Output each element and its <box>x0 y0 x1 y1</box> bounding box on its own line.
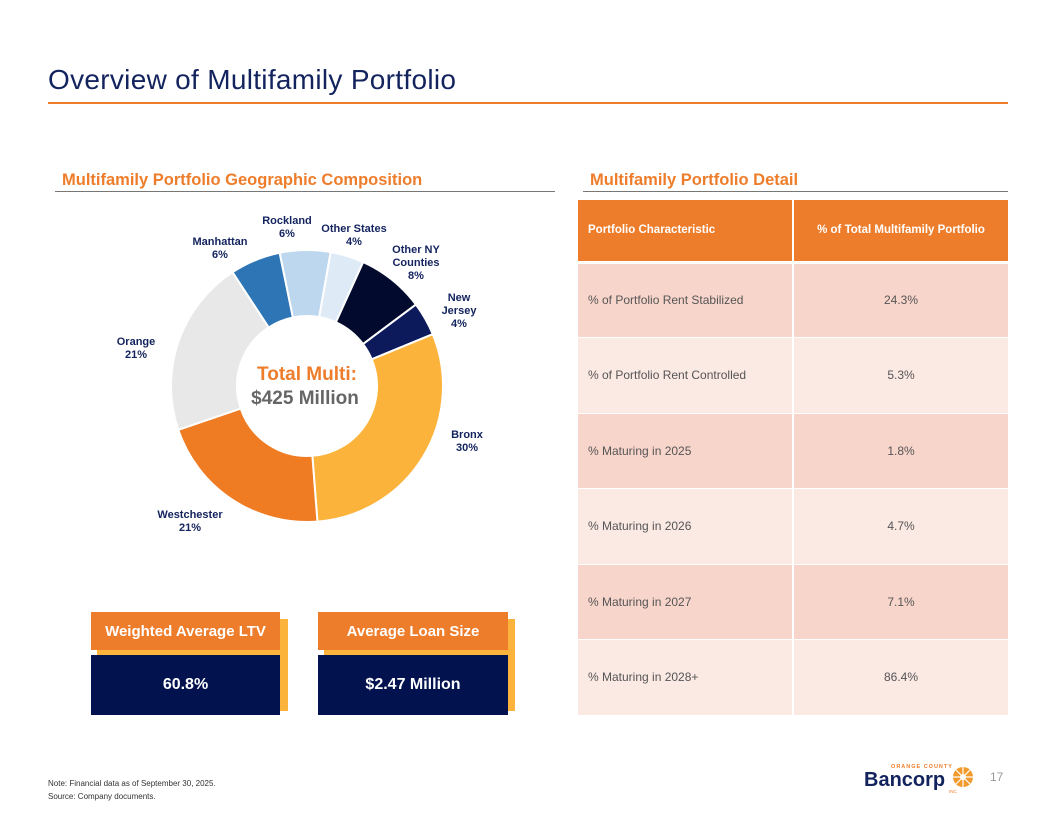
table-cell: % of Portfolio Rent Controlled <box>578 337 794 414</box>
table-header: % of Total Multifamily Portfolio <box>793 200 1008 264</box>
label-new-jersey: New Jersey 4% <box>441 292 477 330</box>
svg-text:ORANGE COUNTY: ORANGE COUNTY <box>891 764 953 770</box>
table-row: % Maturing in 2026 4.7% <box>578 488 1008 565</box>
label-orange: Orange 21% <box>116 336 156 361</box>
table-cell: % of Portfolio Rent Stabilized <box>578 262 794 338</box>
table-cell: 7.1% <box>793 564 1008 640</box>
table-cell: 86.4% <box>793 639 1008 716</box>
logo-graphic: ORANGE COUNTY Bancorp INC <box>864 764 973 794</box>
table-row: % of Portfolio Rent Stabilized 24.3% <box>578 262 1008 338</box>
table-cell: % Maturing in 2027 <box>578 564 794 640</box>
portfolio-detail-table: Portfolio Characteristic % of Total Mult… <box>578 200 1008 716</box>
label-rockland: Rockland 6% <box>262 215 312 240</box>
table-cell: 4.7% <box>793 488 1008 565</box>
geo-heading-rule <box>55 191 555 192</box>
donut-center-label: Total Multi: <box>257 364 357 385</box>
donut-slice-westchester <box>176 407 319 523</box>
table-cell: 5.3% <box>793 337 1008 414</box>
table-row: % of Portfolio Rent Controlled 5.3% <box>578 337 1008 414</box>
table-cell: % Maturing in 2026 <box>578 488 794 565</box>
company-logo: ORANGE COUNTY Bancorp INC <box>864 760 974 794</box>
loan-size-label: Average Loan Size <box>318 612 508 650</box>
label-manhattan: Manhattan 6% <box>192 236 248 261</box>
donut-slice-rockland <box>278 249 332 319</box>
table-header: Portfolio Characteristic <box>578 200 794 264</box>
note-text: Note: Financial data as of September 30,… <box>48 779 216 788</box>
source-text: Source: Company documents. <box>48 792 156 801</box>
donut-slice-bronx <box>311 332 444 523</box>
svg-text:Bancorp: Bancorp <box>864 769 945 791</box>
loan-size-value: $2.47 Million <box>318 655 508 715</box>
sun-icon <box>953 767 973 787</box>
label-other-ny: Other NY Counties 8% <box>392 244 440 282</box>
table-header-row: Portfolio Characteristic % of Total Mult… <box>578 200 1008 264</box>
footnote: Note: Financial data as of September 30,… <box>48 777 216 803</box>
table-cell: 1.8% <box>793 413 1008 489</box>
title-divider <box>48 102 1008 104</box>
table-cell: 24.3% <box>793 262 1008 338</box>
donut-center-value: $425 Million <box>251 388 359 409</box>
ltv-value: 60.8% <box>91 655 280 715</box>
donut-slice-orange <box>170 270 271 432</box>
geo-heading: Multifamily Portfolio Geographic Composi… <box>62 171 423 189</box>
label-westchester: Westchester 21% <box>157 509 223 534</box>
label-bronx: Bronx 30% <box>451 429 483 454</box>
label-other-states: Other States 4% <box>321 223 387 248</box>
table-row: % Maturing in 2028+ 86.4% <box>578 639 1008 716</box>
table-cell: % Maturing in 2028+ <box>578 639 794 716</box>
table-cell: % Maturing in 2025 <box>578 413 794 489</box>
detail-heading-rule <box>583 191 1008 192</box>
svg-text:INC: INC <box>949 789 958 794</box>
page-title: Overview of Multifamily Portfolio <box>48 64 457 95</box>
table-row: % Maturing in 2025 1.8% <box>578 413 1008 489</box>
detail-heading: Multifamily Portfolio Detail <box>590 171 799 189</box>
table-row: % Maturing in 2027 7.1% <box>578 564 1008 640</box>
ltv-label: Weighted Average LTV <box>91 612 280 650</box>
page-number: 17 <box>990 770 1004 784</box>
